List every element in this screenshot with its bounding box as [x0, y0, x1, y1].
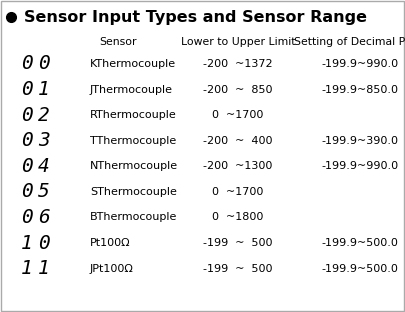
Text: 0: 0 — [21, 55, 33, 73]
Text: 0  ~1700: 0 ~1700 — [212, 110, 264, 120]
Text: 0: 0 — [38, 234, 50, 252]
Text: -200  ~1372: -200 ~1372 — [203, 59, 273, 69]
Text: -200  ~1300: -200 ~1300 — [203, 161, 273, 171]
Text: 0: 0 — [21, 80, 33, 99]
Text: -200  ~  400: -200 ~ 400 — [203, 136, 273, 146]
Text: 0  ~1800: 0 ~1800 — [212, 212, 264, 222]
Text: JPt100Ω: JPt100Ω — [90, 264, 134, 274]
Text: Pt100Ω: Pt100Ω — [90, 238, 131, 248]
Text: 4: 4 — [38, 157, 50, 176]
Text: 6: 6 — [38, 208, 50, 227]
Text: -200  ~  850: -200 ~ 850 — [203, 85, 273, 95]
Text: 0: 0 — [21, 208, 33, 227]
Text: -199  ~  500: -199 ~ 500 — [203, 264, 273, 274]
Text: 1: 1 — [38, 259, 50, 278]
Text: -199.9~500.0: -199.9~500.0 — [322, 264, 399, 274]
Text: Sensor Input Types and Sensor Range: Sensor Input Types and Sensor Range — [24, 10, 367, 25]
Text: SThermocouple: SThermocouple — [90, 187, 177, 197]
Text: 0  ~1700: 0 ~1700 — [212, 187, 264, 197]
Text: Sensor: Sensor — [99, 37, 137, 47]
Text: -199.9~500.0: -199.9~500.0 — [322, 238, 399, 248]
Text: -199  ~  500: -199 ~ 500 — [203, 238, 273, 248]
Text: 0: 0 — [38, 55, 50, 73]
Text: 3: 3 — [38, 131, 50, 150]
Text: -199.9~850.0: -199.9~850.0 — [322, 85, 399, 95]
Text: RThermocouple: RThermocouple — [90, 110, 177, 120]
Text: 0: 0 — [21, 131, 33, 150]
Text: 0: 0 — [21, 183, 33, 201]
Text: NThermocouple: NThermocouple — [90, 161, 178, 171]
Text: BThermocouple: BThermocouple — [90, 212, 177, 222]
Text: JThermocouple: JThermocouple — [90, 85, 173, 95]
Text: KThermocouple: KThermocouple — [90, 59, 176, 69]
Text: 1: 1 — [38, 80, 50, 99]
Text: 5: 5 — [38, 183, 50, 201]
Text: TThermocouple: TThermocouple — [90, 136, 176, 146]
Text: 1: 1 — [21, 234, 33, 252]
Text: 2: 2 — [38, 106, 50, 124]
Text: 0: 0 — [21, 106, 33, 124]
Text: -199.9~390.0: -199.9~390.0 — [322, 136, 399, 146]
Text: Lower to Upper Limit: Lower to Upper Limit — [181, 37, 295, 47]
Text: -199.9~990.0: -199.9~990.0 — [322, 59, 399, 69]
Text: -199.9~990.0: -199.9~990.0 — [322, 161, 399, 171]
Text: Setting of Decimal Point: Setting of Decimal Point — [294, 37, 405, 47]
Text: 1: 1 — [21, 259, 33, 278]
Text: 0: 0 — [21, 157, 33, 176]
